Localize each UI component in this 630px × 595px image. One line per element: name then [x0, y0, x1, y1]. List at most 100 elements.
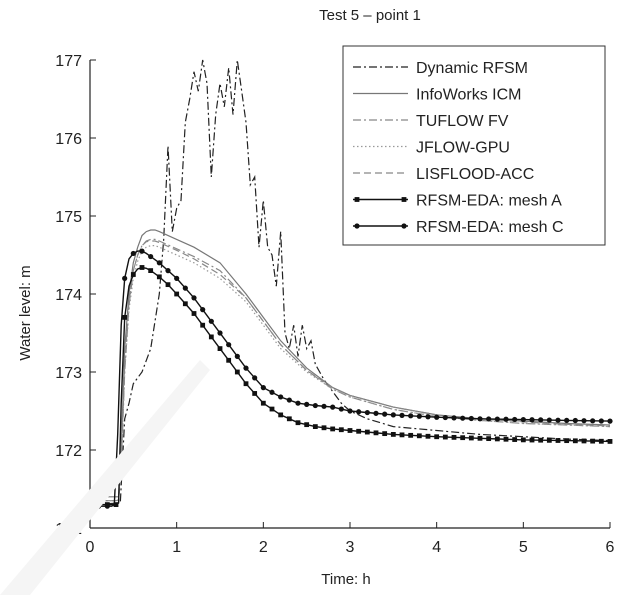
series-marker	[477, 416, 483, 422]
y-tick-label: 174	[55, 287, 82, 304]
series-marker	[503, 416, 509, 422]
series-marker	[468, 435, 474, 441]
legend-box	[342, 45, 606, 246]
series-rfsm-eda-mesh-c	[87, 248, 613, 509]
series-marker	[390, 412, 396, 418]
series-marker	[520, 437, 526, 443]
legend-label: TUFLOW FV	[416, 113, 509, 130]
y-tick-label: 173	[55, 365, 82, 382]
series-marker	[130, 250, 136, 257]
series-marker	[200, 307, 206, 313]
series-marker	[607, 439, 613, 444]
series-marker	[390, 432, 396, 437]
legend-item: TUFLOW FV	[353, 113, 509, 130]
series-marker	[243, 381, 249, 387]
series-marker	[96, 503, 102, 509]
legend-label: JFLOW-GPU	[416, 140, 510, 157]
series-marker	[572, 438, 578, 444]
x-tick-label: 5	[519, 539, 528, 556]
series-marker	[321, 403, 327, 409]
x-tick-label: 4	[432, 539, 441, 556]
series-marker	[338, 406, 344, 412]
series-marker	[538, 437, 544, 443]
x-tick-label: 1	[172, 539, 181, 556]
series-marker	[486, 416, 492, 422]
series-line-lisflood-acc	[90, 240, 611, 502]
series-marker	[442, 434, 448, 440]
series-marker	[165, 268, 171, 274]
series-marker	[226, 357, 232, 363]
series-marker	[321, 425, 327, 431]
chart-title: Test 5 – point 1	[319, 7, 421, 24]
series-marker	[156, 274, 162, 280]
series-marker	[208, 334, 214, 340]
series-marker	[590, 438, 596, 444]
series-marker	[208, 318, 214, 324]
series-marker	[234, 353, 240, 359]
series-marker	[425, 414, 431, 420]
series-marker	[468, 415, 474, 422]
series-marker	[182, 285, 188, 291]
series-marker	[304, 401, 310, 407]
series-marker	[590, 418, 596, 424]
series-marker	[243, 365, 249, 371]
series-marker	[581, 418, 587, 424]
series-marker	[382, 411, 388, 417]
legend-label: Dynamic RFSM	[416, 60, 528, 77]
legend-item: JFLOW-GPU	[353, 140, 510, 157]
series-marker	[546, 417, 552, 423]
series-marker	[269, 389, 275, 395]
series-marker	[494, 436, 500, 442]
series-marker	[156, 260, 162, 266]
x-tick-label: 6	[606, 539, 615, 556]
series-marker	[494, 416, 500, 422]
legend: Dynamic RFSM InfoWorks ICM TUFLOW FV JFLOW-…	[342, 45, 606, 246]
series-marker	[286, 397, 292, 403]
series-marker	[529, 417, 535, 423]
series-marker	[399, 412, 405, 418]
legend-item: Dynamic RFSM	[353, 60, 528, 77]
series-marker	[312, 424, 318, 429]
series-marker	[434, 434, 440, 440]
series-marker	[191, 295, 197, 301]
series-marker	[356, 428, 362, 434]
x-tick-label: 0	[86, 539, 95, 556]
series-tuflow-fv	[90, 238, 611, 502]
series-marker	[122, 275, 128, 281]
series-marker	[520, 416, 526, 423]
series-marker	[182, 301, 188, 307]
series-marker	[503, 436, 509, 442]
legend-items: Dynamic RFSM InfoWorks ICM TUFLOW FV JFLOW-…	[353, 60, 564, 236]
series-marker	[416, 433, 422, 439]
series-marker	[269, 406, 275, 412]
series-marker	[165, 282, 171, 288]
series-marker	[564, 438, 570, 444]
series-marker	[174, 275, 180, 281]
legend-item: InfoWorks ICM	[353, 87, 522, 104]
series-marker	[581, 438, 587, 444]
series-marker	[555, 438, 561, 443]
legend-label: InfoWorks ICM	[416, 87, 522, 104]
series-marker	[512, 416, 518, 423]
series-marker	[408, 413, 414, 419]
series-marker	[148, 268, 154, 273]
x-tick-label: 2	[259, 539, 268, 556]
y-tick-label: 176	[55, 131, 82, 148]
series-marker	[130, 272, 136, 277]
series-marker	[338, 427, 344, 433]
series-marker	[174, 291, 180, 297]
series-marker	[451, 415, 457, 421]
series-marker	[234, 369, 240, 375]
series-marker	[260, 400, 266, 406]
legend-marker	[354, 197, 360, 202]
series-rfsm-eda-mesh-a	[87, 265, 613, 507]
series-marker	[538, 417, 544, 423]
series-marker	[529, 437, 535, 443]
series-marker	[330, 426, 336, 432]
series-marker	[408, 432, 414, 438]
series-marker	[217, 330, 223, 336]
series-marker	[200, 322, 206, 328]
series-dynamic-rfsm	[89, 59, 611, 506]
y-tick-label: 177	[55, 53, 82, 70]
series-marker	[399, 432, 405, 438]
